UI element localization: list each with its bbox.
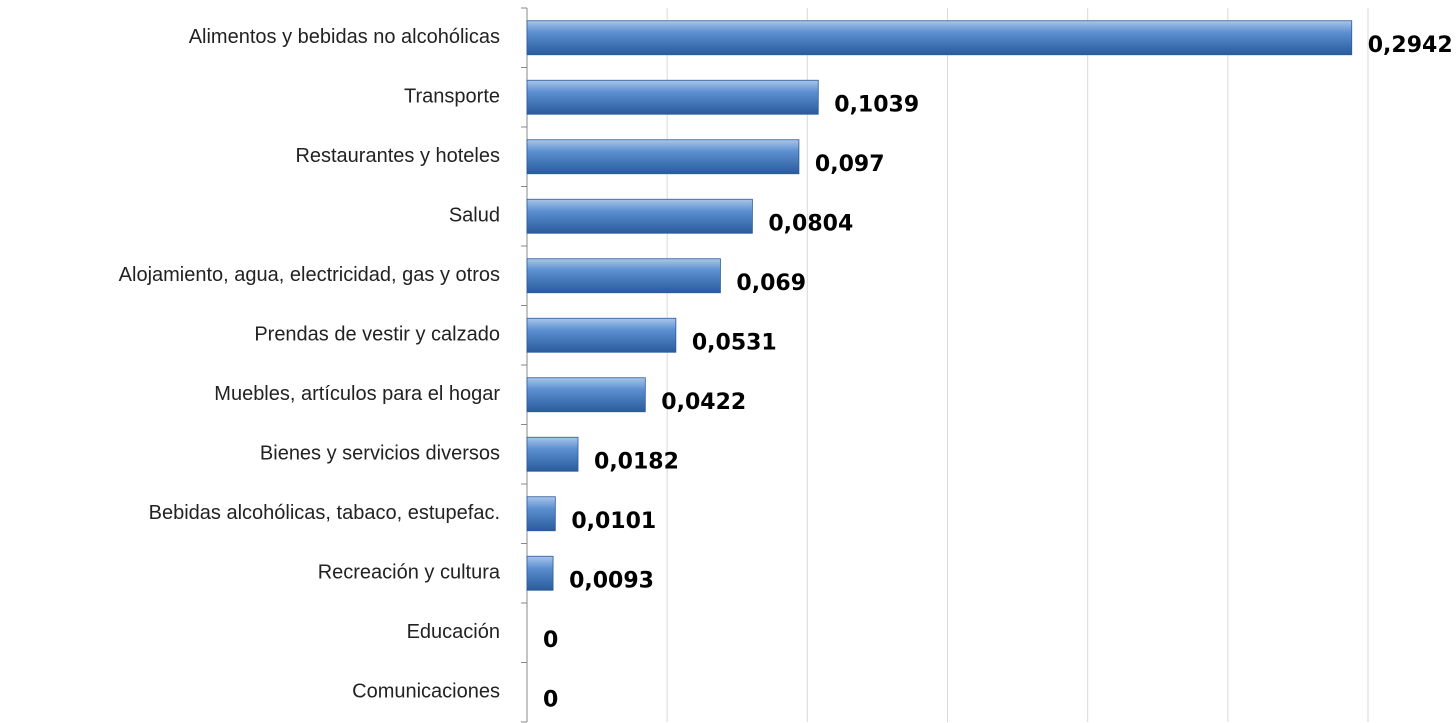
data-label: 0,0422 (661, 390, 746, 415)
category-label: Recreación y cultura (318, 562, 501, 584)
data-label: 0 (543, 628, 558, 653)
data-label: 0,069 (736, 271, 806, 296)
category-label: Transporte (404, 86, 500, 108)
bar (526, 20, 1353, 56)
category-label: Educación (407, 621, 500, 643)
data-label: 0,1039 (834, 92, 919, 117)
bar (526, 555, 554, 591)
grid (521, 7, 1369, 723)
category-label: Alimentos y bebidas no alcohólicas (189, 26, 500, 48)
bar (526, 436, 579, 472)
data-label: 0,097 (815, 152, 885, 177)
bar (526, 258, 721, 294)
category-label: Salud (449, 205, 500, 227)
category-label: Prendas de vestir y calzado (254, 324, 500, 346)
bar (526, 198, 753, 234)
data-label: 0,0531 (692, 330, 777, 355)
category-label: Muebles, artículos para el hogar (214, 383, 500, 405)
bar (526, 317, 677, 353)
bar (526, 79, 819, 115)
category-label: Bienes y servicios diversos (260, 443, 500, 465)
data-label: 0,0093 (569, 568, 654, 593)
data-label: 0,2942 (1368, 33, 1453, 58)
category-label: Alojamiento, agua, electricidad, gas y o… (119, 264, 500, 286)
data-label: 0,0804 (768, 211, 853, 236)
marks: Alimentos y bebidas no alcohólicas 0,2942… (119, 20, 1453, 712)
bar (526, 377, 646, 413)
bar (526, 139, 800, 175)
category-label: Bebidas alcohólicas, tabaco, estupefac. (149, 502, 500, 524)
category-label: Comunicaciones (352, 681, 500, 703)
data-label: 0,0182 (594, 449, 679, 474)
data-label: 0 (543, 687, 558, 712)
data-label: 0,0101 (571, 509, 656, 534)
bar (526, 496, 556, 532)
category-label: Restaurantes y hoteles (295, 145, 500, 167)
